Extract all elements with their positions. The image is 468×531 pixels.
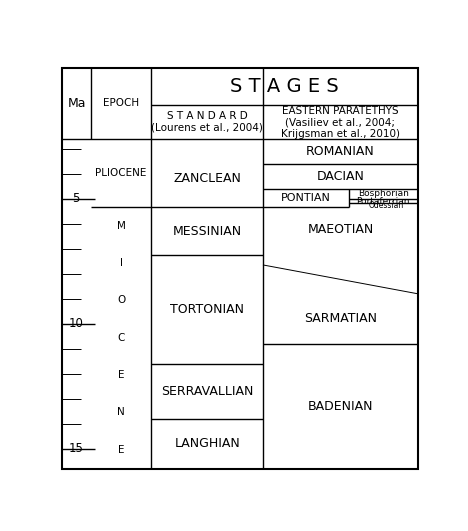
Text: EPOCH: EPOCH [103, 98, 139, 108]
Text: Portaferrian: Portaferrian [356, 196, 410, 205]
Text: E: E [118, 370, 124, 380]
Text: 10: 10 [68, 317, 83, 330]
Text: DACIAN: DACIAN [316, 170, 365, 183]
Text: MESSINIAN: MESSINIAN [173, 225, 242, 237]
Text: S T A G E S: S T A G E S [230, 77, 339, 96]
Text: I: I [119, 258, 123, 268]
Text: Odessian: Odessian [369, 201, 404, 210]
Text: 15: 15 [68, 442, 83, 455]
Text: C: C [117, 333, 125, 343]
Text: S T A N D A R D
(Lourens et al., 2004): S T A N D A R D (Lourens et al., 2004) [151, 112, 263, 133]
Text: ROMANIAN: ROMANIAN [306, 145, 375, 158]
Text: PONTIAN: PONTIAN [281, 193, 331, 203]
Text: SERRAVALLIAN: SERRAVALLIAN [161, 385, 253, 398]
Text: PLIOCENE: PLIOCENE [95, 168, 147, 178]
Text: Bosphorian: Bosphorian [358, 190, 409, 199]
Text: BADENIAN: BADENIAN [308, 400, 373, 413]
Text: M: M [117, 221, 125, 231]
Text: 5: 5 [72, 192, 80, 205]
Text: TORTONIAN: TORTONIAN [170, 303, 244, 316]
Text: SARMATIAN: SARMATIAN [304, 312, 377, 325]
Text: MAEOTIAN: MAEOTIAN [307, 224, 373, 236]
Text: O: O [117, 295, 125, 305]
Text: N: N [117, 407, 125, 417]
Text: LANGHIAN: LANGHIAN [175, 438, 240, 450]
Text: ZANCLEAN: ZANCLEAN [173, 172, 241, 185]
Text: Ma: Ma [67, 97, 86, 110]
Text: E: E [118, 445, 124, 455]
Text: EASTERN PARATETHYS
(Vasiliev et al., 2004;
Krijgsman et al., 2010): EASTERN PARATETHYS (Vasiliev et al., 200… [281, 106, 400, 139]
